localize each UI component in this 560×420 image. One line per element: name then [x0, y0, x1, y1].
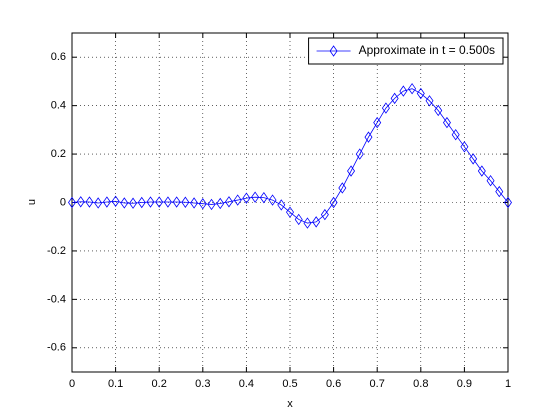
data-marker [286, 206, 294, 218]
data-marker [425, 95, 434, 107]
y-tick-label: 0.6 [51, 51, 66, 63]
data-marker [181, 196, 190, 208]
data-marker [364, 131, 373, 143]
legend-label: Approximate in t = 0.500s [359, 43, 495, 57]
data-marker [216, 197, 225, 210]
x-tick-label: 0.2 [152, 378, 167, 390]
y-tick-label: -0.4 [47, 293, 66, 305]
data-marker [312, 216, 321, 228]
x-tick-label: 0.4 [239, 378, 254, 390]
x-tick-label: 0.8 [413, 378, 428, 390]
x-tick-label: 0.1 [108, 378, 123, 390]
data-marker [294, 213, 303, 226]
data-marker [207, 198, 216, 211]
x-tick-label: 0.7 [370, 378, 385, 390]
data-marker [495, 185, 504, 198]
data-marker [381, 102, 390, 114]
data-marker [268, 194, 277, 206]
x-tick-label: 1 [505, 378, 511, 390]
data-marker [76, 196, 85, 208]
data-marker [251, 191, 260, 203]
data-marker [190, 197, 199, 209]
x-tick-label: 0.6 [326, 378, 341, 390]
data-marker [390, 92, 399, 105]
data-marker [259, 191, 268, 204]
data-marker [338, 182, 347, 194]
data-marker [469, 153, 478, 165]
data-marker [408, 82, 417, 95]
data-marker [155, 196, 164, 208]
data-marker [460, 141, 469, 153]
data-marker [242, 192, 251, 204]
data-marker [129, 197, 138, 209]
y-axis-label: u [26, 199, 38, 205]
data-marker [120, 197, 129, 209]
data-marker [111, 195, 120, 207]
data-marker [85, 196, 94, 208]
legend-marker [329, 45, 338, 57]
data-marker [477, 165, 486, 177]
y-tick-label: 0.4 [51, 100, 66, 112]
y-tick-label: 0 [60, 196, 66, 208]
x-axis-label: x [287, 398, 293, 410]
x-tick-label: 0 [69, 378, 75, 390]
data-marker [224, 196, 233, 208]
data-marker [347, 165, 356, 177]
data-marker [504, 196, 512, 209]
data-marker [373, 116, 382, 129]
data-marker [198, 198, 207, 210]
data-marker [277, 199, 286, 211]
legend: Approximate in t = 0.500s [308, 37, 504, 65]
x-tick-label: 0.9 [457, 378, 472, 390]
x-tick-label: 0.3 [195, 378, 210, 390]
data-marker [137, 196, 146, 209]
y-tick-label: -0.2 [47, 245, 66, 257]
data-marker [434, 104, 443, 117]
data-marker [416, 87, 425, 100]
data-marker [303, 217, 312, 229]
data-marker [233, 194, 242, 206]
data-marker [102, 196, 111, 208]
data-marker [94, 197, 103, 209]
data-marker [442, 116, 451, 129]
data-marker [355, 148, 364, 160]
data-marker [399, 85, 408, 97]
data-marker [146, 196, 155, 208]
data-marker [68, 196, 76, 209]
y-tick-label: 0.2 [51, 148, 66, 160]
data-marker [320, 208, 329, 221]
data-marker [329, 196, 338, 209]
data-marker [486, 175, 495, 187]
y-tick-label: -0.6 [47, 342, 66, 354]
data-marker [451, 129, 460, 141]
data-marker [172, 196, 181, 208]
x-tick-label: 0.5 [282, 378, 297, 390]
data-marker [163, 196, 172, 208]
